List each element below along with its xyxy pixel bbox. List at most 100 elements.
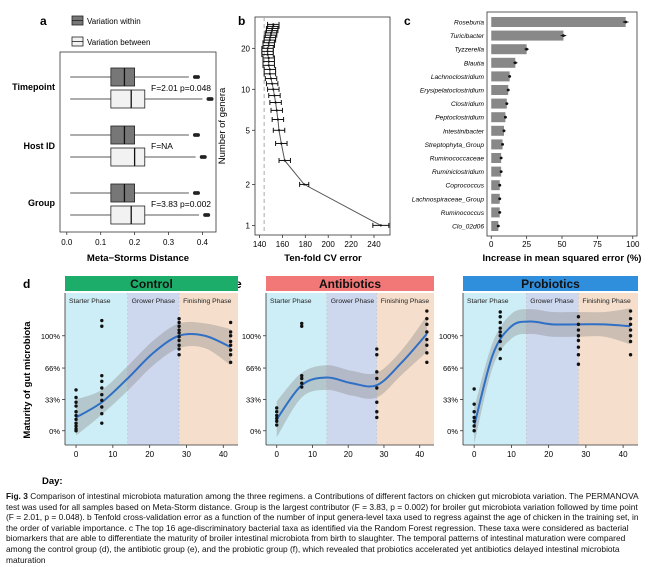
x-tick-label: 220 — [344, 240, 358, 249]
maturity-panels: Control Starter Phase Grower Phase Finishin… — [41, 276, 638, 459]
importance-point — [624, 20, 628, 24]
x-tick-label: 10 — [308, 450, 317, 459]
maturity-ylabel: Maturity of gut microbiota — [22, 321, 33, 439]
maturity-panel-antibiotics: Antibiotics Starter Phase Grower Phase Fini… — [242, 276, 434, 459]
y-tick-label: 100% — [439, 332, 459, 341]
cv-point — [271, 27, 274, 30]
importance-point — [562, 34, 565, 37]
confidence-band — [76, 321, 231, 436]
panel-b-cv-error-plot — [254, 16, 391, 236]
legend-label-between: Variation between — [87, 38, 150, 47]
cv-point — [267, 41, 270, 44]
sample-point — [375, 376, 379, 381]
phase-band — [463, 293, 527, 445]
sample-point — [472, 419, 476, 423]
sample-point — [628, 353, 633, 357]
panel-a-legend: Variation within Variation between — [71, 15, 150, 47]
taxon-label: Tyzzerella — [454, 47, 484, 54]
importance-bar — [491, 153, 502, 163]
sample-point — [177, 320, 181, 325]
sample-point — [576, 328, 581, 332]
sample-point — [228, 348, 233, 352]
sample-point — [100, 318, 104, 323]
sample-point — [100, 386, 104, 390]
phase-band — [376, 293, 434, 445]
sample-point — [425, 343, 429, 347]
sample-point — [74, 388, 78, 392]
box-outlier — [196, 191, 200, 195]
sample-point — [177, 316, 181, 321]
sample-point — [425, 316, 429, 321]
y-tick-label: 5 — [246, 126, 251, 135]
cv-point — [303, 183, 306, 186]
confidence-band — [474, 308, 631, 445]
x-tick-label: 40 — [219, 450, 228, 459]
importance-bar — [491, 44, 527, 55]
box-variation-between — [110, 205, 146, 225]
sample-point — [375, 347, 379, 351]
importance-point — [496, 224, 500, 228]
sample-point — [228, 334, 233, 338]
importance-bar — [491, 85, 509, 95]
x-tick-label: 0 — [472, 450, 477, 459]
importance-point — [506, 88, 510, 92]
taxon-label: Blautia — [464, 60, 484, 67]
sample-point — [177, 347, 181, 351]
sample-point — [472, 415, 476, 420]
panel-d-label: d — [23, 277, 30, 291]
x-tick-label: 160 — [276, 240, 290, 249]
sample-point — [498, 310, 502, 314]
panel-b-x-ticks: 140 160 180 200 220 240 — [253, 235, 381, 249]
x-tick-label: 20 — [544, 450, 553, 459]
sample-point — [628, 339, 633, 344]
y-tick-label: 33% — [246, 395, 261, 404]
sample-point — [375, 353, 379, 357]
taxon-label: Lachnospiraceae_Group — [412, 196, 485, 203]
y-tick-label: 33% — [45, 395, 60, 404]
sample-point — [498, 334, 502, 338]
sample-point — [628, 328, 633, 332]
sample-point — [100, 324, 104, 328]
panel-b-xlabel: Ten-fold CV error — [284, 253, 362, 264]
sample-point — [100, 379, 104, 384]
cv-point — [271, 29, 274, 32]
importance-point — [501, 143, 504, 146]
sample-point — [74, 413, 78, 418]
sample-point — [472, 424, 476, 428]
sample-point — [228, 353, 233, 357]
x-tick-label: 0.0 — [61, 238, 73, 247]
sample-point — [498, 326, 502, 330]
sample-point — [300, 381, 304, 385]
box-variation-within — [110, 183, 136, 203]
y-tick-label: 0% — [250, 427, 261, 436]
x-tick-label: 30 — [380, 450, 389, 459]
sample-point — [100, 398, 104, 403]
x-tick-label: 10 — [108, 450, 117, 459]
sample-point — [425, 351, 429, 355]
cv-error-line — [267, 24, 382, 226]
panel-c-xlabel: Increase in mean squared error (%) — [483, 253, 642, 264]
group-label-hostid: Host ID — [24, 141, 56, 151]
importance-point — [498, 211, 502, 214]
sample-point — [498, 320, 502, 325]
sample-point — [425, 360, 429, 365]
panel-a-xlabel: Meta−Storms Distance — [87, 253, 189, 264]
sample-point — [472, 402, 476, 406]
cv-point — [273, 94, 276, 97]
importance-bar — [491, 166, 502, 177]
cv-point — [280, 142, 283, 145]
panel-a-categories: Timepoint Host ID Group F=2.01 p=0.048 F… — [12, 82, 211, 209]
sample-point — [177, 335, 181, 339]
panel-c-x-ticks: 0 25 50 75 100 — [489, 236, 640, 249]
importance-bar — [491, 30, 564, 41]
panel-b-label: b — [238, 14, 245, 28]
importance-point — [499, 156, 503, 160]
phase-label: Grower Phase — [331, 298, 375, 305]
panel-title-bar — [463, 276, 638, 291]
box-outlier — [196, 133, 200, 137]
taxon-label: Ruminococcus — [441, 210, 485, 217]
y-tick-label: 66% — [45, 364, 60, 373]
taxon-label: Roseburia — [454, 20, 484, 27]
sample-point — [228, 330, 233, 334]
group-label-group: Group — [28, 198, 55, 208]
